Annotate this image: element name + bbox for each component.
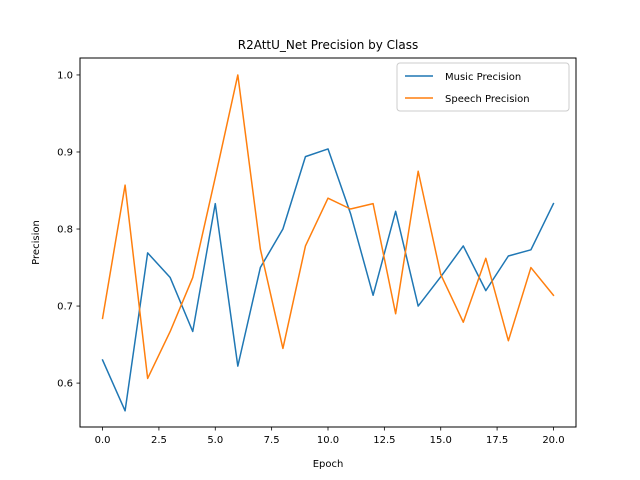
- x-tick-label: 17.5: [486, 435, 508, 446]
- y-axis-label: Precision: [31, 220, 42, 265]
- series-layer: [101, 74, 555, 412]
- x-axis-ticks: 0.0 2.5 5.0 7.5 10.0 12.5 15.0 17.5 20.0: [95, 427, 565, 446]
- x-tick-label: 5.0: [207, 435, 223, 446]
- y-tick-label: 0.9: [57, 147, 73, 158]
- series-line-2: [101, 74, 555, 380]
- y-tick-label: 0.6: [57, 379, 73, 390]
- chart-title: R2AttU_Net Precision by Class: [238, 38, 419, 52]
- legend-box: [396, 62, 570, 112]
- x-tick-label: 20.0: [542, 435, 564, 446]
- x-tick-label: 12.5: [373, 435, 395, 446]
- legend-label-1: Music Precision: [445, 72, 521, 83]
- y-tick-label: 0.7: [57, 302, 73, 313]
- x-axis-label: Epoch: [313, 459, 344, 470]
- x-tick-label: 15.0: [430, 435, 452, 446]
- y-tick-label: 1.0: [57, 70, 73, 81]
- legend: Music Precision Speech Precision: [396, 62, 570, 112]
- x-tick-label: 2.5: [151, 435, 167, 446]
- y-tick-label: 0.8: [57, 225, 73, 236]
- y-axis-ticks: 0.6 0.7 0.8 0.9 1.0: [57, 70, 80, 390]
- x-tick-label: 10.0: [317, 435, 339, 446]
- series-line-1: [101, 148, 555, 412]
- x-tick-label: 0.0: [95, 435, 111, 446]
- x-tick-label: 7.5: [264, 435, 280, 446]
- legend-label-2: Speech Precision: [445, 94, 530, 105]
